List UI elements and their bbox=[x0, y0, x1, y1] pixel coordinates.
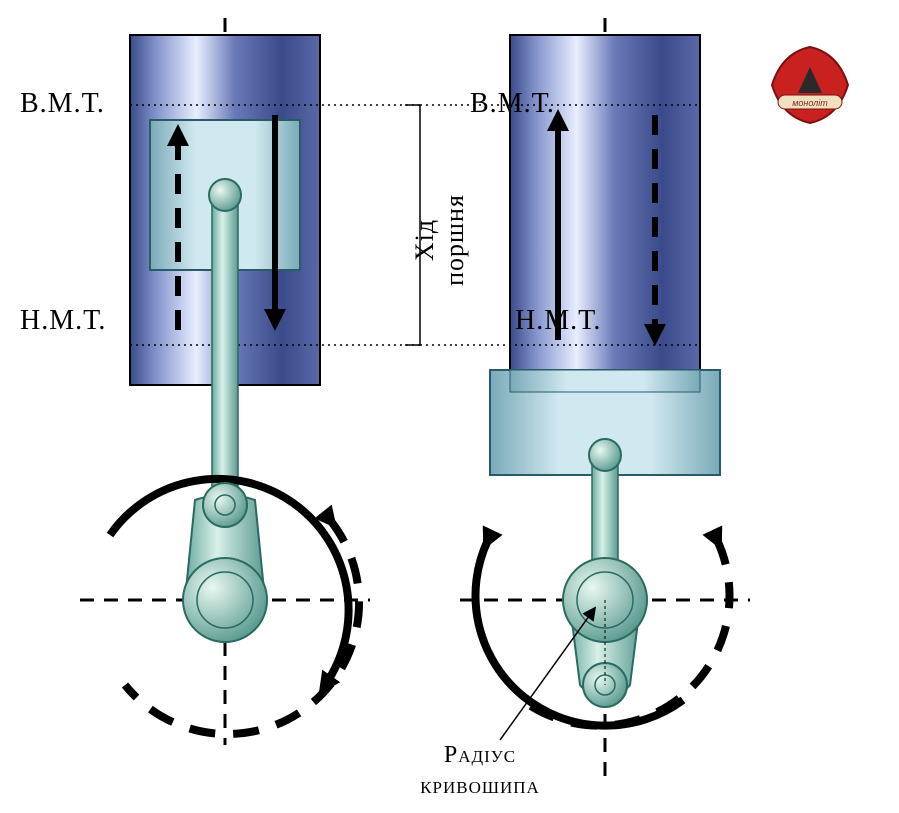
left-bdc-label: Н.М.Т. bbox=[20, 305, 106, 337]
right-assembly bbox=[420, 18, 750, 778]
right-tdc-label: В.М.Т. bbox=[470, 88, 555, 120]
logo-badge: моноліт bbox=[772, 47, 848, 123]
left-main-journal bbox=[183, 558, 267, 642]
right-piston-pin bbox=[589, 439, 621, 471]
left-rod-pin bbox=[203, 483, 247, 527]
left-rod bbox=[212, 195, 238, 505]
stroke-label: Хід поршня bbox=[410, 170, 470, 310]
svg-text:моноліт: моноліт bbox=[792, 98, 828, 108]
right-bdc-label: Н.М.Т. bbox=[515, 305, 601, 337]
left-piston-pin bbox=[209, 179, 241, 211]
left-tdc-label: В.М.Т. bbox=[20, 88, 105, 120]
piston-stroke-diagram: моноліт bbox=[0, 0, 899, 813]
crank-radius-label: Радіус кривошипа bbox=[380, 740, 580, 802]
left-assembly bbox=[80, 18, 420, 745]
